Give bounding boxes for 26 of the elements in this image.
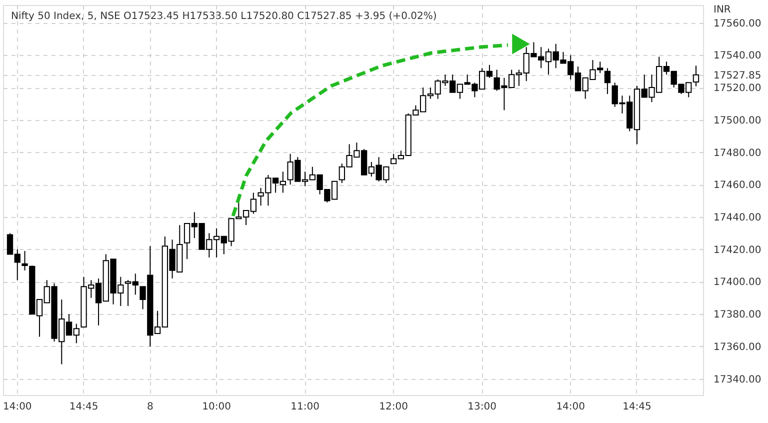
y-tick-label: 17480.00 <box>714 148 762 159</box>
x-tick-label: 10:00 <box>202 402 231 412</box>
text: Nifty 50 Index, 5, NSE O17523.45 H17533.50 L17520.80 C17527.85 +3.95 (+0.02%) <box>11 11 437 22</box>
candlestick <box>22 250 28 271</box>
y-tick-label: 17460.00 <box>714 180 762 192</box>
x-tick-label: 14:45 <box>622 402 652 412</box>
x-tick-label: 14:45 <box>69 402 98 412</box>
x-tick-label: 11:00 <box>290 402 320 412</box>
y-tick-label: 17400.00 <box>714 277 762 288</box>
y-tick-label: 17380.00 <box>714 310 762 321</box>
y-tick-label: 17440.00 <box>714 212 762 224</box>
y-tick-label: 17540.00 <box>714 50 762 62</box>
y-tick-label: 17527.85 <box>714 70 762 82</box>
x-tick-label: 12:00 <box>379 402 408 412</box>
y-axis-title: INR <box>714 4 731 16</box>
x-tick-label: 14:00 <box>2 402 32 412</box>
y-tick-label: 17520.00 <box>714 83 762 94</box>
y-tick-label: 17360.00 <box>714 342 762 353</box>
y-tick-label: 17560.00 <box>714 18 762 30</box>
x-tick-label: 8 <box>146 402 154 412</box>
candlestick <box>604 68 611 95</box>
y-tick-label: 17420.00 <box>714 244 762 256</box>
x-tick-label: 14:00 <box>556 402 586 412</box>
x-tick-label: 13:00 <box>468 402 496 412</box>
y-tick-label: 17340.00 <box>714 374 762 386</box>
y-tick-label: 17500.00 <box>714 115 762 126</box>
